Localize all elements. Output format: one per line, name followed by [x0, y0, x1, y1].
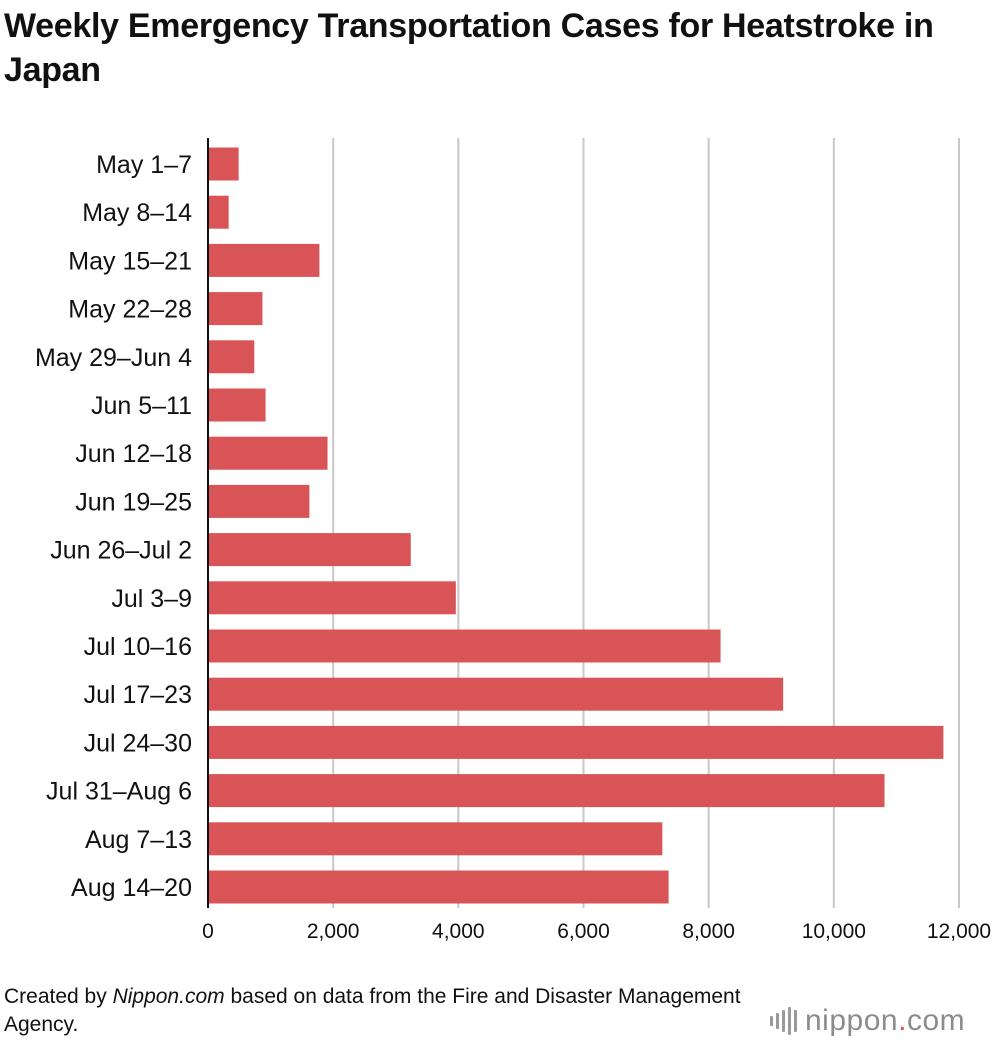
bar: [208, 195, 229, 229]
category-label: May 22–28: [68, 296, 192, 324]
bar: [208, 436, 328, 470]
category-label: Jun 19–25: [75, 488, 192, 516]
bar: [208, 725, 944, 759]
source-prefix: Created by: [4, 985, 113, 1008]
category-label: May 1–7: [96, 151, 192, 179]
bar: [208, 243, 320, 277]
category-label: Jun 26–Jul 2: [50, 537, 192, 565]
chart-title: Weekly Emergency Transportation Cases fo…: [4, 7, 934, 89]
bar: [208, 147, 239, 181]
x-tick-label: 0: [202, 920, 214, 943]
bar-chart: May 1–7 May 8–14 May 15–21 May 22–28 May 29–…: [35, 138, 991, 943]
bar: [208, 774, 885, 808]
logo-name: nippon: [805, 1004, 899, 1037]
category-label: May 8–14: [82, 199, 192, 227]
bar: [208, 870, 669, 904]
source-suffix: based on data from the Fire and Disaster…: [4, 985, 741, 1036]
x-tick-label: 10,000: [802, 920, 866, 943]
category-label: May 29–Jun 4: [35, 344, 192, 372]
x-tick-label: 6,000: [557, 920, 610, 943]
x-tick-label: 12,000: [927, 920, 991, 943]
category-label: Jun 5–11: [91, 392, 192, 420]
category-label: Jul 24–30: [84, 729, 192, 757]
x-tick-label: 2,000: [307, 920, 360, 943]
category-label: Aug 7–13: [85, 826, 192, 854]
category-label: Jul 31–Aug 6: [46, 778, 192, 806]
category-label: Jul 3–9: [111, 585, 192, 613]
category-label: Jun 12–18: [75, 440, 192, 468]
category-label: Jul 17–23: [84, 681, 192, 709]
bar: [208, 484, 310, 518]
category-labels: May 1–7 May 8–14 May 15–21 May 22–28 May 29–…: [35, 151, 192, 902]
logo-tld: com: [906, 1004, 966, 1037]
nippon-logo: nippon.com: [770, 1003, 965, 1039]
bar: [208, 340, 255, 374]
category-label: Aug 14–20: [71, 874, 192, 902]
bar: [208, 629, 721, 663]
bar: [208, 581, 456, 615]
source-note: Created by Nippon.com based on data from…: [4, 983, 764, 1039]
category-label: Jul 10–16: [84, 633, 192, 661]
bar: [208, 533, 411, 567]
category-label: May 15–21: [68, 247, 192, 275]
x-tick-labels: 0 2,000 4,000 6,000 8,000 10,000 12,000: [202, 920, 991, 943]
bar: [208, 292, 263, 326]
bar: [208, 388, 266, 422]
bar: [208, 677, 784, 711]
logo-mark-icon: [770, 1007, 797, 1035]
bar: [208, 822, 663, 856]
logo-wordmark: nippon.com: [805, 1003, 965, 1039]
x-tick-label: 8,000: [682, 920, 735, 943]
logo-dot: .: [898, 1004, 907, 1037]
source-brand: Nippon.com: [112, 985, 225, 1008]
bars: [208, 147, 944, 904]
x-tick-label: 4,000: [432, 920, 485, 943]
